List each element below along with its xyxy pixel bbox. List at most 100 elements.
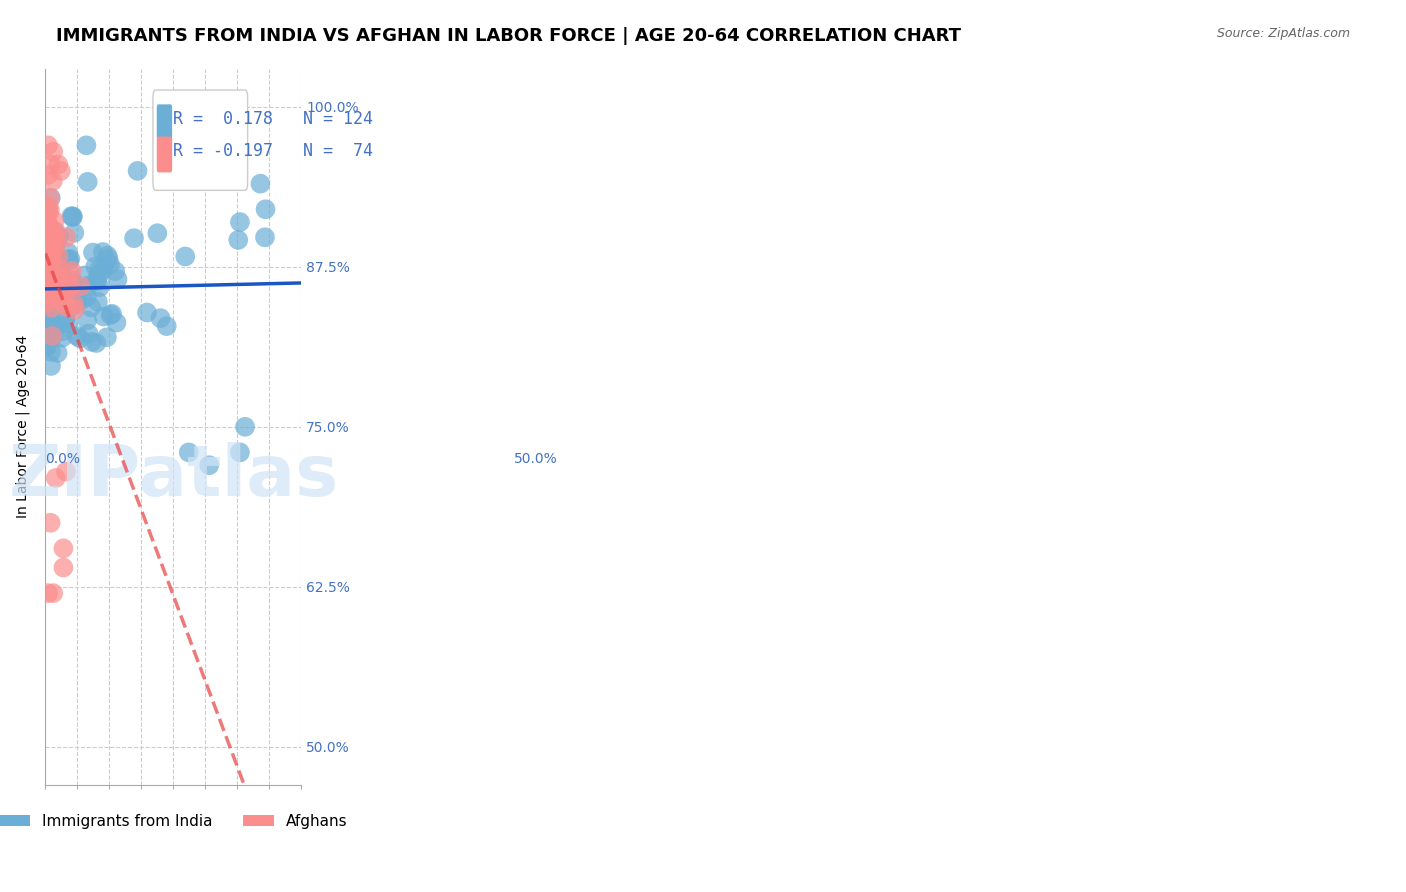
Text: IMMIGRANTS FROM INDIA VS AFGHAN IN LABOR FORCE | AGE 20-64 CORRELATION CHART: IMMIGRANTS FROM INDIA VS AFGHAN IN LABOR… [56,27,962,45]
Point [45,234,67,248]
Point [52,560,75,574]
Point [44,268,66,283]
Point [35,256,58,270]
Point [56,245,79,260]
Point [62,210,84,224]
Point [38,255,60,269]
Point [38,206,60,220]
Point [42,174,65,188]
Point [39,313,62,327]
Point [35,275,58,289]
Point [35,224,58,238]
Point [82,245,104,260]
Point [84,260,107,274]
Point [59,301,82,316]
Point [45,471,67,485]
Point [45,285,67,300]
Point [55,311,77,326]
Point [58,253,80,268]
Point [41,250,63,264]
Point [42,231,65,245]
Point [48,250,70,264]
Point [51,331,73,345]
Point [38,202,60,217]
Point [59,280,82,294]
FancyBboxPatch shape [153,90,247,190]
Point [86,336,108,351]
Point [37,323,59,337]
Point [66,289,89,303]
Point [44,241,66,255]
Point [41,267,63,281]
Point [55,271,77,285]
Point [35,340,58,354]
Point [65,297,87,311]
Point [35,318,58,332]
Y-axis label: In Labor Force | Age 20-64: In Labor Force | Age 20-64 [15,335,30,518]
Point [37,138,59,153]
Point [35,225,58,239]
Point [98,257,121,271]
Point [49,291,72,305]
Point [89,261,111,276]
Point [42,274,65,288]
Point [37,202,59,216]
Point [53,293,76,307]
Point [55,280,77,294]
Point [174,250,197,264]
Point [76,289,98,303]
Point [56,300,79,314]
Point [70,279,93,293]
Point [41,330,63,344]
Point [91,245,114,260]
Point [59,252,82,266]
Point [253,230,276,244]
Point [41,285,63,299]
Text: 50.0%: 50.0% [513,452,557,466]
Point [38,269,60,284]
Point [96,330,118,344]
Point [35,324,58,338]
Point [226,233,249,247]
Point [48,297,70,311]
Point [37,245,59,260]
Point [177,445,200,459]
Point [93,261,115,276]
Point [35,312,58,326]
Point [89,280,111,294]
Point [37,274,59,288]
Point [35,293,58,307]
Point [55,230,77,244]
Point [41,329,63,343]
Point [86,272,108,286]
Point [38,276,60,290]
Point [93,310,115,324]
Point [37,586,59,600]
Point [45,227,67,242]
Point [156,319,179,334]
Point [39,191,62,205]
Point [39,254,62,268]
Point [35,283,58,297]
Point [35,277,58,291]
Point [41,301,63,315]
Point [35,316,58,330]
Point [58,252,80,267]
Point [100,308,122,322]
Point [35,198,58,212]
Point [39,344,62,359]
Point [42,145,65,159]
Point [55,465,77,479]
Point [37,273,59,287]
Point [35,242,58,256]
Point [77,326,100,341]
Point [44,289,66,303]
Point [127,164,149,178]
Point [87,268,110,282]
Point [65,329,87,343]
Point [37,294,59,309]
Point [38,278,60,293]
Text: 0.0%: 0.0% [45,452,80,466]
Point [69,331,91,345]
Point [63,226,86,240]
